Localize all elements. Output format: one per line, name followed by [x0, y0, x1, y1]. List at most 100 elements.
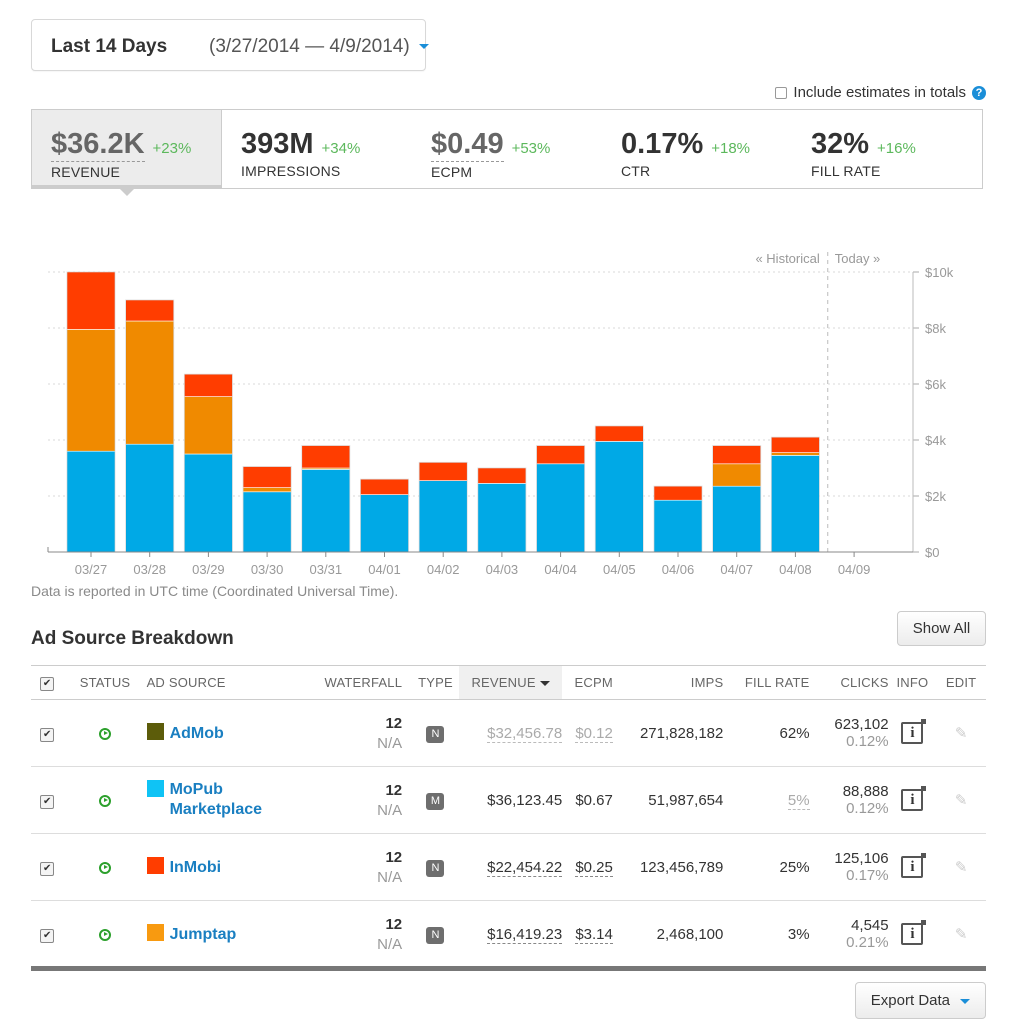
selected-metric-pointer [119, 188, 135, 196]
help-icon[interactable]: ? [972, 85, 986, 100]
info-icon[interactable]: i [901, 786, 927, 811]
y-tick-label: $8k [925, 321, 946, 336]
play-status-icon[interactable] [99, 794, 111, 807]
col-clicks[interactable]: CLICKS [809, 665, 889, 700]
col-waterfall[interactable]: WATERFALL [288, 665, 413, 700]
revenue-value[interactable]: $32,456.78 [487, 724, 563, 743]
type-badge: N [426, 725, 445, 743]
info-icon[interactable]: i [901, 719, 927, 744]
bar-segment [653, 485, 703, 501]
bar-segment [184, 453, 233, 553]
bar-segment [594, 441, 644, 553]
x-tick-label: 03/27 [75, 562, 108, 577]
col-type[interactable]: TYPE [412, 665, 459, 700]
bar-segment [184, 373, 233, 397]
col-edit: EDIT [936, 665, 986, 700]
x-tick-label: 03/31 [310, 562, 343, 577]
col-ecpm[interactable]: ECPM [562, 665, 613, 700]
x-tick-label: 04/01 [368, 562, 401, 577]
ecpm-value[interactable]: $0.25 [575, 858, 613, 877]
col-fill-rate[interactable]: FILL RATE [723, 665, 810, 700]
clicks-value: 4,545 [851, 917, 889, 934]
source-color-swatch [146, 857, 164, 874]
col-ad-source[interactable]: AD SOURCE [146, 665, 289, 700]
imps-value: 271,828,182 [612, 699, 724, 767]
bar-segment [301, 469, 351, 553]
play-status-icon[interactable] [99, 861, 111, 874]
bar-segment [536, 463, 585, 553]
show-all-button[interactable]: Show All [897, 611, 986, 646]
fill-rate-value[interactable]: 5% [787, 791, 810, 810]
waterfall-priority: 12 [385, 915, 403, 933]
ad-source-link[interactable]: InMobi [169, 859, 222, 876]
ad-source-link[interactable]: AdMob [169, 725, 224, 742]
x-tick-label: 03/30 [251, 562, 284, 577]
metric-revenue[interactable]: $36.2K +23% REVENUE [32, 110, 222, 188]
bar-segment [771, 455, 820, 553]
bar-segment [594, 425, 644, 442]
metric-value: $36.2K [51, 128, 145, 162]
metric-label: IMPRESSIONS [241, 163, 341, 179]
metric-value: 0.17% [621, 128, 704, 160]
play-status-icon[interactable] [99, 928, 111, 941]
x-tick-label: 04/03 [486, 562, 519, 577]
metric-label: FILL RATE [811, 163, 881, 179]
metric-ecpm[interactable]: $0.49 +53% ECPM [412, 110, 602, 188]
fill-rate-value: 62% [779, 724, 810, 742]
imps-value: 51,987,654 [612, 766, 724, 834]
revenue-chart: $0 $2k $4k $6k $8k $10k « Historical Today » 03/… [47, 251, 954, 577]
col-imps[interactable]: IMPS [612, 665, 724, 700]
metric-ctr[interactable]: 0.17% +18% CTR [602, 110, 792, 188]
bar-segment [771, 452, 820, 456]
source-color-swatch [146, 780, 164, 797]
ad-source-table: ✔ STATUS AD SOURCE WATERFALL TYPE REVENU… [31, 665, 986, 967]
clicks-value: 88,888 [842, 783, 889, 800]
revenue-value[interactable]: $22,454.22 [487, 858, 563, 877]
metric-impressions[interactable]: 393M +34% IMPRESSIONS [222, 110, 412, 188]
bar-segment [360, 478, 409, 495]
waterfall-priority: 12 [385, 714, 403, 732]
row-checkbox[interactable]: ✔ [40, 795, 55, 809]
include-estimates-checkbox[interactable] [775, 86, 788, 99]
select-all-checkbox[interactable]: ✔ [31, 665, 64, 700]
metric-value: $0.49 [431, 128, 504, 162]
table-bottom-bar [31, 966, 986, 971]
bar-segment [477, 483, 527, 553]
date-range-button[interactable]: Last 14 Days (3/27/2014 — 4/9/2014) [31, 19, 429, 71]
edit-pencil-icon[interactable]: ✎ [954, 725, 968, 742]
metric-change: +53% [511, 140, 551, 157]
row-checkbox[interactable]: ✔ [40, 728, 55, 742]
edit-pencil-icon[interactable]: ✎ [954, 859, 968, 876]
play-status-icon[interactable] [99, 727, 111, 740]
metric-change: +18% [711, 140, 751, 157]
x-tick-label: 04/06 [662, 562, 695, 577]
info-icon[interactable]: i [901, 920, 927, 945]
revenue-value: $36,123.45 [487, 791, 563, 809]
metric-change: +23% [152, 140, 192, 157]
info-icon[interactable]: i [901, 853, 927, 878]
metric-fill-rate[interactable]: 32% +16% FILL RATE [792, 110, 982, 188]
revenue-value[interactable]: $16,419.23 [487, 925, 563, 944]
date-range-dates: (3/27/2014 — 4/9/2014) [209, 36, 429, 58]
col-status[interactable]: STATUS [63, 665, 147, 700]
ecpm-value[interactable]: $0.12 [575, 724, 613, 743]
ecpm-value[interactable]: $3.14 [575, 925, 613, 944]
ad-source-link[interactable]: MoPub Marketplace [169, 781, 263, 818]
ctr-value: 0.17% [846, 867, 889, 884]
waterfall-sub: N/A [377, 868, 403, 886]
ctr-value: 0.21% [846, 934, 889, 951]
bar-segment [477, 467, 527, 484]
bar-segment [653, 499, 703, 553]
row-checkbox[interactable]: ✔ [40, 929, 55, 943]
row-checkbox[interactable]: ✔ [40, 862, 55, 876]
waterfall-priority: 12 [385, 848, 403, 866]
export-data-button[interactable]: Export Data [855, 982, 986, 1019]
col-revenue[interactable]: REVENUE [458, 665, 563, 700]
metrics-bar: $36.2K +23% REVENUE 393M +34% IMPRESSIONS … [31, 109, 983, 189]
edit-pencil-icon[interactable]: ✎ [954, 792, 968, 809]
ad-source-link[interactable]: Jumptap [169, 926, 237, 943]
bar-segment [418, 462, 468, 481]
metric-label: REVENUE [51, 164, 121, 180]
edit-pencil-icon[interactable]: ✎ [954, 926, 968, 943]
bar-segment [360, 494, 409, 553]
